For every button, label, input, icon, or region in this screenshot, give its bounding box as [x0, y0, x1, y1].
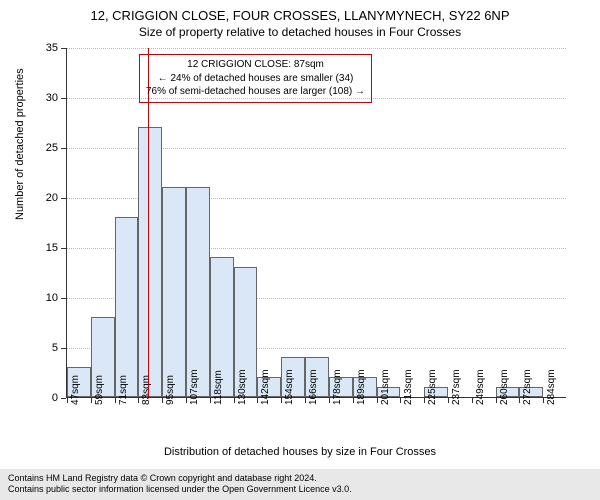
y-tick	[61, 398, 66, 399]
x-tick	[448, 398, 449, 403]
x-tick	[162, 398, 163, 403]
x-tick	[519, 398, 520, 403]
x-tick-label: 154sqm	[284, 369, 295, 405]
chart-title-sub: Size of property relative to detached ho…	[0, 23, 600, 39]
x-tick-label: 95sqm	[165, 375, 176, 405]
y-tick-label: 0	[52, 392, 58, 404]
x-tick	[353, 398, 354, 403]
x-tick	[186, 398, 187, 403]
x-tick-label: 107sqm	[189, 369, 200, 405]
x-tick	[257, 398, 258, 403]
x-tick-label: 249sqm	[475, 369, 486, 405]
x-tick	[377, 398, 378, 403]
y-tick-label: 25	[46, 142, 58, 154]
x-tick-label: 178sqm	[332, 369, 343, 405]
x-tick-label: 83sqm	[141, 375, 152, 405]
y-tick	[61, 198, 66, 199]
histogram-bar	[162, 187, 186, 397]
chart-title-main: 12, CRIGGION CLOSE, FOUR CROSSES, LLANYM…	[0, 0, 600, 23]
y-tick-label: 20	[46, 192, 58, 204]
histogram-bar	[138, 127, 162, 397]
x-tick-label: 59sqm	[94, 375, 105, 405]
y-tick	[61, 48, 66, 49]
x-tick-label: 225sqm	[427, 369, 438, 405]
x-tick	[496, 398, 497, 403]
x-tick	[472, 398, 473, 403]
x-tick-label: 237sqm	[451, 369, 462, 405]
x-tick-label: 142sqm	[260, 369, 271, 405]
y-axis-label: Number of detached properties	[14, 68, 26, 220]
x-tick-label: 272sqm	[522, 369, 533, 405]
annotation-line: 12 CRIGGION CLOSE: 87sqm	[146, 58, 365, 72]
y-tick-label: 35	[46, 42, 58, 54]
annotation-box: 12 CRIGGION CLOSE: 87sqm← 24% of detache…	[139, 54, 372, 103]
x-tick	[329, 398, 330, 403]
x-tick-label: 166sqm	[308, 369, 319, 405]
y-tick	[61, 148, 66, 149]
x-tick	[543, 398, 544, 403]
x-tick	[234, 398, 235, 403]
x-tick	[115, 398, 116, 403]
x-tick-label: 47sqm	[70, 375, 81, 405]
y-tick-label: 30	[46, 92, 58, 104]
y-tick-label: 10	[46, 292, 58, 304]
y-tick	[61, 348, 66, 349]
x-tick	[210, 398, 211, 403]
x-tick	[67, 398, 68, 403]
x-tick	[400, 398, 401, 403]
histogram-bar	[186, 187, 210, 397]
x-axis-label: Distribution of detached houses by size …	[0, 446, 600, 458]
x-tick-label: 189sqm	[356, 369, 367, 405]
x-tick	[281, 398, 282, 403]
x-tick-label: 201sqm	[380, 369, 391, 405]
y-tick-label: 5	[52, 342, 58, 354]
footer-attribution: Contains HM Land Registry data © Crown c…	[0, 469, 600, 500]
footer-line-2: Contains public sector information licen…	[8, 484, 592, 495]
y-tick	[61, 98, 66, 99]
x-tick-label: 260sqm	[499, 369, 510, 405]
y-tick-label: 15	[46, 242, 58, 254]
annotation-line: ← 24% of detached houses are smaller (34…	[146, 72, 365, 86]
y-tick	[61, 248, 66, 249]
x-tick-label: 71sqm	[118, 375, 129, 405]
x-tick	[305, 398, 306, 403]
x-tick	[91, 398, 92, 403]
y-tick	[61, 298, 66, 299]
x-tick-label: 213sqm	[403, 369, 414, 405]
x-tick-label: 284sqm	[546, 369, 557, 405]
x-tick	[138, 398, 139, 403]
x-tick-label: 118sqm	[213, 370, 224, 405]
footer-line-1: Contains HM Land Registry data © Crown c…	[8, 473, 592, 484]
annotation-line: 76% of semi-detached houses are larger (…	[146, 85, 365, 99]
histogram-bar	[115, 217, 139, 397]
histogram-plot: 0510152025303547sqm59sqm71sqm83sqm95sqm1…	[66, 48, 566, 398]
gridline	[67, 48, 566, 49]
x-tick-label: 130sqm	[237, 369, 248, 405]
x-tick	[424, 398, 425, 403]
